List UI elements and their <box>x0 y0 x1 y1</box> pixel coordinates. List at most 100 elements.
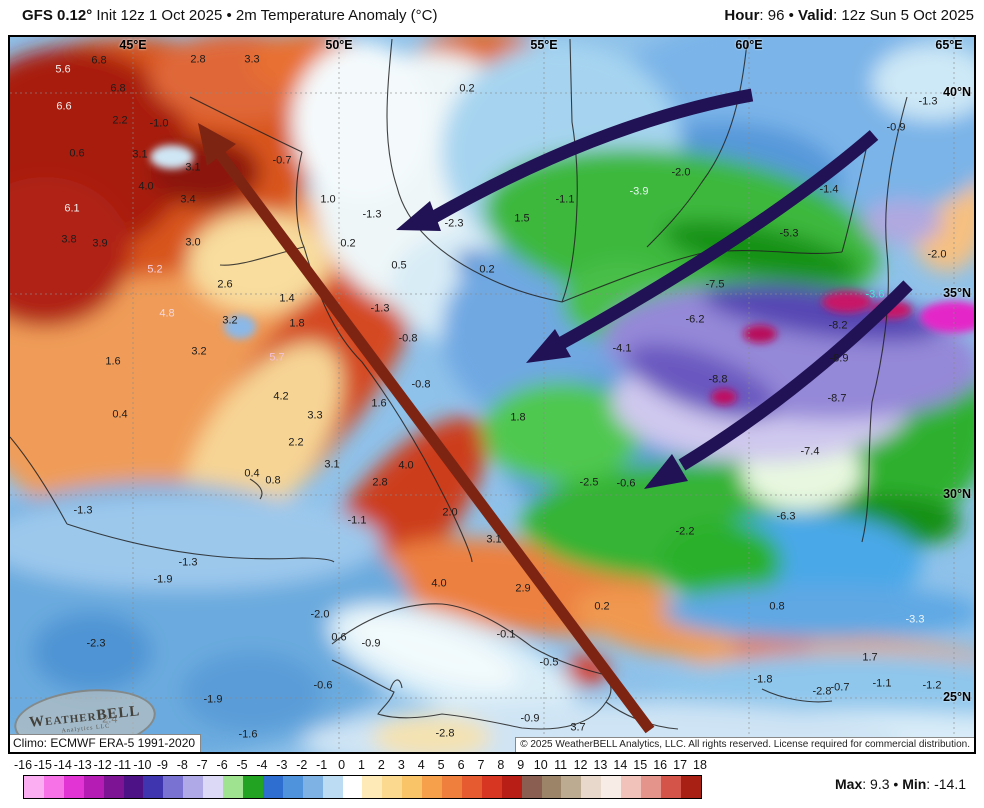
legend-colorbar <box>23 775 702 799</box>
valid-time: Hour: 96 • Valid: 12z Sun 5 Oct 2025 <box>724 7 974 24</box>
legend-tick-label: -9 <box>156 758 168 772</box>
legend-tick-label: -4 <box>256 758 268 772</box>
temp-anomaly-value: 0.4 <box>112 408 128 421</box>
temp-anomaly-value: 4.8 <box>159 307 175 320</box>
legend-color-cell <box>422 776 443 798</box>
temp-anomaly-value: 1.4 <box>279 292 295 305</box>
legend-color-cell <box>501 776 522 798</box>
temp-anomaly-value: 3.1 <box>486 533 502 546</box>
temp-anomaly-value: 3.1 <box>185 161 201 174</box>
temp-anomaly-value: -1.6 <box>238 728 258 741</box>
temp-anomaly-value: -0.1 <box>496 628 516 641</box>
temp-anomaly-value: 3.3 <box>244 53 260 66</box>
temp-anomaly-value: -8.7 <box>827 392 847 405</box>
temp-anomaly-value: -1.0 <box>149 117 169 130</box>
temp-anomaly-value: -1.9 <box>203 693 223 706</box>
legend-tick-label: -11 <box>113 758 132 772</box>
min-label: Min <box>902 776 927 792</box>
temp-anomaly-value: 3.0 <box>185 236 201 249</box>
temp-anomaly-value: -1.1 <box>555 193 575 206</box>
legend-tick-label: -10 <box>133 758 152 772</box>
legend-tick-label: 17 <box>673 758 688 772</box>
temp-anomaly-value: 2.6 <box>217 278 233 291</box>
temp-anomaly-value: 0.4 <box>244 467 260 480</box>
temp-anomaly-value: 1.5 <box>514 212 530 225</box>
temp-anomaly-value: -7.5 <box>705 278 725 291</box>
temp-anomaly-value: 3.1 <box>132 148 148 161</box>
temp-anomaly-value: -0.7 <box>272 154 292 167</box>
temp-anomaly-value: 2.0 <box>442 506 458 519</box>
map-labels: 5.6 6.8 6.8 2.8 3.3 6.6 2.2 -1.0 0.6 3.1 3.1 4.0 3.4… <box>10 37 974 752</box>
latitude-label: 40°N <box>943 85 971 99</box>
temp-anomaly-value: -3.9 <box>629 185 649 198</box>
legend-tick-label: -12 <box>93 758 112 772</box>
temp-anomaly-value: -0.9 <box>886 121 906 134</box>
legend-color-cell <box>83 776 104 798</box>
legend-color-cell <box>282 776 303 798</box>
temp-anomaly-value: -7.4 <box>800 445 820 458</box>
temp-anomaly-value: 3.8 <box>61 233 77 246</box>
legend-tick-label: 0 <box>338 758 346 772</box>
temp-anomaly-value: 3.2 <box>222 314 238 327</box>
legend-tick-label: -6 <box>216 758 228 772</box>
legend-color-cell <box>342 776 363 798</box>
temp-anomaly-value: -2.0 <box>927 248 947 261</box>
legend-color-cell <box>262 776 283 798</box>
temp-anomaly-value: 0.6 <box>69 147 85 160</box>
legend-color-cell <box>541 776 562 798</box>
legend-color-cell <box>442 776 462 798</box>
temp-anomaly-value: -1.8 <box>753 673 773 686</box>
legend-tick-label: 8 <box>497 758 505 772</box>
temp-anomaly-value: -1.1 <box>347 514 367 527</box>
model-name: GFS 0.12° <box>22 7 93 24</box>
legend-tick-label: -15 <box>33 758 52 772</box>
climo-note: Climo: ECMWF ERA-5 1991-2020 <box>10 734 202 752</box>
temp-anomaly-value: 3.2 <box>191 345 207 358</box>
temp-anomaly-value: -6.3 <box>776 510 796 523</box>
legend-tick-label: 12 <box>573 758 588 772</box>
legend-tick-label: 6 <box>457 758 465 772</box>
legend-color-cell <box>63 776 84 798</box>
legend-tick-label: 2 <box>377 758 385 772</box>
temp-anomaly-value: 6.6 <box>56 100 72 113</box>
legend-tick-label: -13 <box>73 758 92 772</box>
legend-color-cell <box>461 776 482 798</box>
legend-color-cell <box>661 776 681 798</box>
temp-anomaly-value: -0.9 <box>520 712 540 725</box>
temp-anomaly-value: -4.1 <box>612 342 632 355</box>
anomaly-field-graphic <box>10 37 974 752</box>
temp-anomaly-value: 2.2 <box>288 436 304 449</box>
legend-tick-label: 11 <box>554 758 568 772</box>
legend-color-cell <box>601 776 622 798</box>
legend-color-cell <box>521 776 542 798</box>
temp-anomaly-value: -2.8 <box>435 727 455 740</box>
temp-anomaly-value: 4.0 <box>138 180 154 193</box>
temp-anomaly-value: 0.2 <box>594 600 610 613</box>
temp-anomaly-value: 6.1 <box>64 202 80 215</box>
legend-color-cell <box>641 776 661 798</box>
legend-tick-label: 3 <box>397 758 405 772</box>
temp-anomaly-value: 0.2 <box>459 82 475 95</box>
temp-anomaly-value: -8.8 <box>708 373 728 386</box>
legend-color-cell <box>581 776 602 798</box>
temp-anomaly-value: 3.3 <box>307 409 323 422</box>
temp-anomaly-value: 2.2 <box>112 114 128 127</box>
anomaly-map: 5.6 6.8 6.8 2.8 3.3 6.6 2.2 -1.0 0.6 3.1 3.1 4.0 3.4… <box>8 35 976 754</box>
legend-tick-label: -3 <box>276 758 288 772</box>
graticule <box>10 37 974 752</box>
legend-color-cell <box>203 776 224 798</box>
legend-color-cell <box>481 776 502 798</box>
temp-anomaly-value: 1.6 <box>371 397 387 410</box>
temp-anomaly-value: 4.0 <box>431 577 447 590</box>
temp-anomaly-value: 0.5 <box>391 259 407 272</box>
legend-tick-label: 15 <box>633 758 648 772</box>
temp-anomaly-value: 5.2 <box>147 263 163 276</box>
valid-label: Valid <box>798 7 834 24</box>
temp-anomaly-value: 5.7 <box>269 351 285 364</box>
temp-anomaly-value: 4.2 <box>273 390 289 403</box>
temp-anomaly-value: 2.8 <box>372 476 388 489</box>
temp-anomaly-value: -2.3 <box>444 217 464 230</box>
temp-anomaly-value: 1.6 <box>105 355 121 368</box>
legend-tick-label: 14 <box>613 758 628 772</box>
